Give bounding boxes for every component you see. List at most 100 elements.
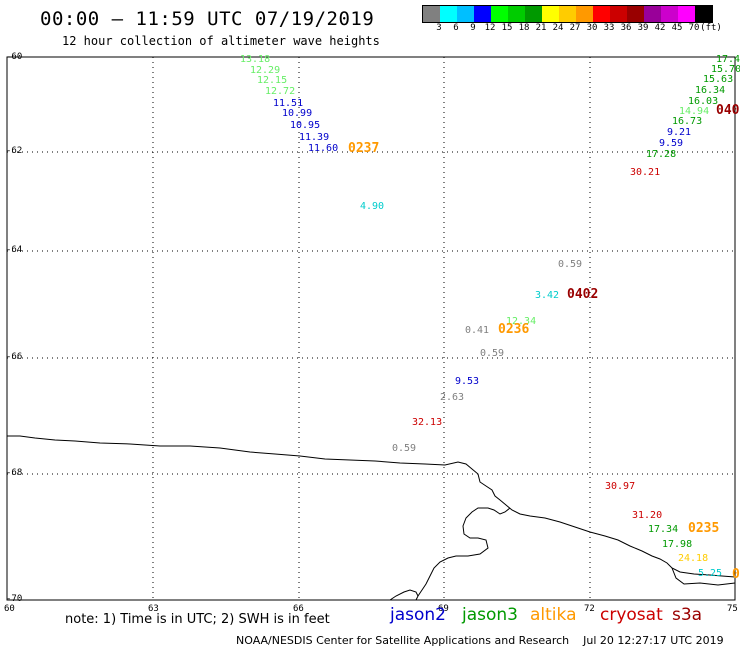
observation-label: 2.63 [440, 392, 464, 403]
scale-label: 39 [637, 23, 649, 33]
observation-label: 11.60 [308, 143, 338, 154]
observation-label: 32.13 [412, 417, 442, 428]
lon-gridlines [152, 57, 591, 600]
lat-label-62: -62 [6, 146, 23, 156]
observation-label: 0.59 [392, 443, 416, 454]
legend-jason2: jason2 [390, 605, 446, 625]
observation-label: 17.98 [662, 539, 692, 550]
lon-label-69: 69 [438, 604, 449, 614]
scale-label: 18 [518, 23, 530, 33]
scale-label: 15 [501, 23, 513, 33]
scale-swatch [559, 6, 576, 22]
footer-credit: NOAA/NESDIS Center for Satellite Applica… [236, 634, 724, 647]
observation-label: 0235 [688, 521, 719, 536]
observation-label: 17.28 [646, 149, 676, 160]
observation-label: 30.97 [605, 481, 635, 492]
scale-swatch [542, 6, 559, 22]
lat-label-64: -64 [6, 245, 23, 255]
scale-label: 70 [688, 23, 700, 33]
legend-jason3: jason3 [462, 605, 518, 625]
lat-label-68: -68 [6, 468, 23, 478]
observation-label: 0 [732, 567, 740, 582]
scale-swatch [474, 6, 491, 22]
observation-label: 16.34 [695, 85, 725, 96]
scale-swatch [457, 6, 474, 22]
scale-swatch [610, 6, 627, 22]
lat-label-66: -66 [6, 352, 23, 362]
scale-swatch [695, 6, 712, 22]
observation-label: 040 [716, 103, 740, 118]
legend-s3a: s3a [672, 605, 703, 625]
observation-label: 30.21 [630, 167, 660, 178]
lon-label-75: 75 [727, 604, 738, 614]
scale-swatch [423, 6, 440, 22]
observation-label: 9.21 [667, 127, 691, 138]
observation-label: 0236 [498, 322, 529, 337]
scale-swatch [491, 6, 508, 22]
observation-label: 14.94 [679, 106, 709, 117]
scale-label: 36 [620, 23, 632, 33]
observation-label: 17.34 [648, 524, 678, 535]
observation-label: 16.03 [688, 96, 718, 107]
scale-swatch [576, 6, 593, 22]
color-scale-bar [422, 5, 713, 23]
map-title: 00:00 – 11:59 UTC 07/19/2019 [40, 8, 375, 30]
observation-label: 0.41 [465, 325, 489, 336]
scale-label: 30 [586, 23, 598, 33]
observation-label: 11.39 [299, 132, 329, 143]
lon-label-72: 72 [584, 604, 595, 614]
scale-swatch [525, 6, 542, 22]
observation-label: 5.25 [698, 568, 722, 579]
scale-label: 27 [569, 23, 581, 33]
observation-label: 15.63 [703, 74, 733, 85]
observation-label: 24.18 [678, 553, 708, 564]
scale-swatch [508, 6, 525, 22]
observation-labels: 13.1812.2912.1512.7211.5110.9910.9511.39… [240, 54, 740, 582]
map-frame [6, 56, 736, 601]
observation-label: 12.34 [506, 316, 536, 327]
observation-label: 0.59 [558, 259, 582, 270]
scale-label: (ft) [700, 23, 722, 33]
scale-swatch [661, 6, 678, 22]
map-subtitle: 12 hour collection of altimeter wave hei… [62, 34, 380, 48]
scale-label: 3 [436, 23, 442, 33]
observation-label: 0.59 [480, 348, 504, 359]
legend-cryosat: cryosat [600, 605, 663, 625]
observation-label: 0237 [348, 141, 379, 156]
scale-label: 42 [654, 23, 666, 33]
scale-label: 6 [453, 23, 459, 33]
lon-label-63: 63 [148, 604, 159, 614]
observation-label: 9.59 [659, 138, 683, 149]
scale-label: 12 [484, 23, 496, 33]
scale-label: 24 [552, 23, 564, 33]
scale-swatch [627, 6, 644, 22]
lon-label-60: 60 [4, 604, 15, 614]
lat-label-60: -60 [6, 52, 23, 62]
observation-label: 3.42 [535, 290, 559, 301]
observation-label: 0402 [567, 287, 598, 302]
coastline [7, 435, 736, 601]
observation-label: 16.73 [672, 116, 702, 127]
scale-label: 33 [603, 23, 615, 33]
observation-label: 10.99 [282, 108, 312, 119]
observation-label: 12.29 [250, 65, 280, 76]
observation-label: 12.72 [265, 86, 295, 97]
scale-swatch [644, 6, 661, 22]
footer-note: note: 1) Time is in UTC; 2) SWH is in fe… [65, 612, 330, 627]
lat-label-70: -70 [6, 594, 23, 604]
observation-label: 31.20 [632, 510, 662, 521]
observation-label: 11.51 [273, 98, 303, 109]
legend-altika: altika [530, 605, 577, 625]
observation-label: 13.18 [240, 54, 270, 65]
observation-label: 12.15 [257, 75, 287, 86]
scale-label: 45 [671, 23, 683, 33]
scale-label: 21 [535, 23, 547, 33]
observation-label: 15.70 [711, 64, 740, 75]
scale-swatch [440, 6, 457, 22]
scale-label: 9 [470, 23, 476, 33]
observation-label: 10.95 [290, 120, 320, 131]
lon-label-66: 66 [293, 604, 304, 614]
observation-label: 4.90 [360, 201, 384, 212]
observation-label: 17.4 [716, 54, 740, 65]
